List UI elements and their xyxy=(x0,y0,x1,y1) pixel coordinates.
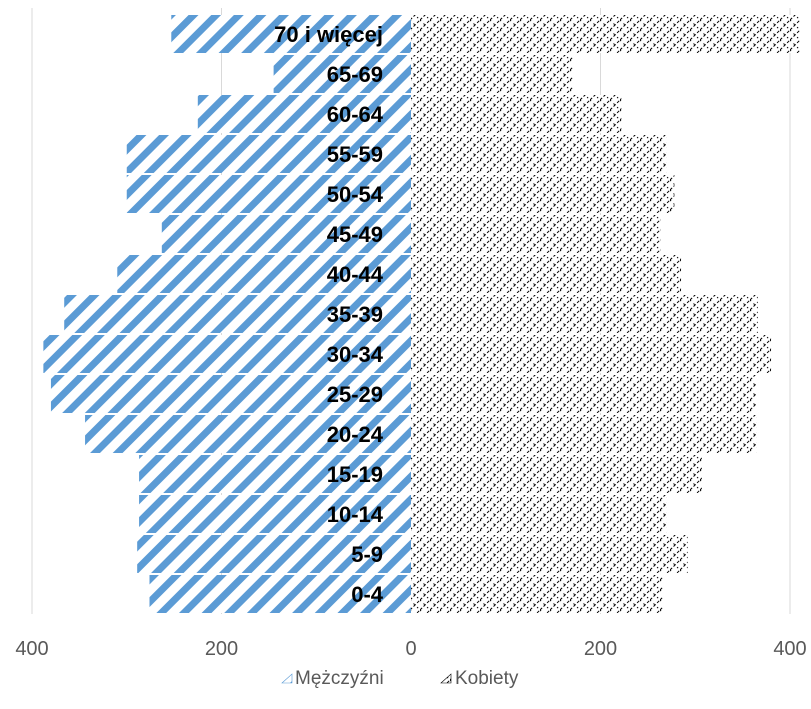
x-axis-ticks: 400 200 0 200 400 xyxy=(15,638,806,660)
legend-label-men: Mężczyźni xyxy=(295,668,384,689)
bar-men xyxy=(139,495,411,533)
bar-men xyxy=(117,255,412,293)
category-label: 60-64 xyxy=(327,102,384,127)
category-label: 65-69 xyxy=(327,62,383,87)
bar-men xyxy=(139,455,411,493)
bar-men xyxy=(126,175,411,213)
bar-women xyxy=(411,255,682,293)
bar-women xyxy=(411,335,772,373)
bar-men xyxy=(64,295,411,333)
bar-women xyxy=(411,55,574,93)
legend-label-women: Kobiety xyxy=(455,668,519,689)
category-label: 25-29 xyxy=(327,382,383,407)
bar-men xyxy=(197,95,411,133)
category-label: 20-24 xyxy=(327,422,384,447)
x-tick-label: 200 xyxy=(205,638,238,660)
x-tick-label: 0 xyxy=(405,638,416,660)
legend-item-women: Kobiety xyxy=(440,668,519,689)
bar-men xyxy=(161,215,411,253)
category-labels: 0-4 5-9 10-14 15-19 20-24 25-29 30-34 35-39 40-4… xyxy=(274,22,384,607)
bar-women xyxy=(411,455,702,493)
legend-swatch-men xyxy=(281,673,293,684)
legend: Mężczyźni Kobiety xyxy=(281,668,519,689)
x-tick-label: 200 xyxy=(584,638,617,660)
category-label: 40-44 xyxy=(327,262,384,287)
bar-women xyxy=(411,175,675,213)
category-label: 10-14 xyxy=(327,502,384,527)
bar-women xyxy=(411,535,688,573)
bar-men xyxy=(137,535,412,573)
bar-women xyxy=(411,495,667,533)
bar-men xyxy=(126,135,411,173)
bar-men xyxy=(43,335,412,373)
bar-women xyxy=(411,215,661,253)
category-label: 70 i więcej xyxy=(274,22,383,47)
bar-women xyxy=(411,295,758,333)
category-label: 5-9 xyxy=(351,542,383,567)
x-tick-label: 400 xyxy=(15,638,48,660)
category-label: 55-59 xyxy=(327,142,383,167)
category-label: 50-54 xyxy=(327,182,384,207)
category-label: 35-39 xyxy=(327,302,383,327)
bar-women xyxy=(411,375,756,413)
bar-men xyxy=(273,55,411,93)
bars xyxy=(43,15,800,613)
bar-men xyxy=(171,15,411,53)
category-label: 45-49 xyxy=(327,222,383,247)
bar-men xyxy=(50,375,411,413)
legend-swatch-women xyxy=(440,673,452,684)
bar-men xyxy=(149,575,412,613)
bar-men xyxy=(85,415,411,453)
bar-women xyxy=(411,575,664,613)
legend-item-men: Mężczyźni xyxy=(281,668,384,689)
category-label: 30-34 xyxy=(327,342,384,367)
bar-women xyxy=(411,95,622,133)
bar-women xyxy=(411,135,667,173)
category-label: 0-4 xyxy=(351,582,384,607)
bar-women xyxy=(411,415,757,453)
bar-women xyxy=(411,15,800,53)
x-tick-label: 400 xyxy=(773,638,806,660)
category-label: 15-19 xyxy=(327,462,383,487)
